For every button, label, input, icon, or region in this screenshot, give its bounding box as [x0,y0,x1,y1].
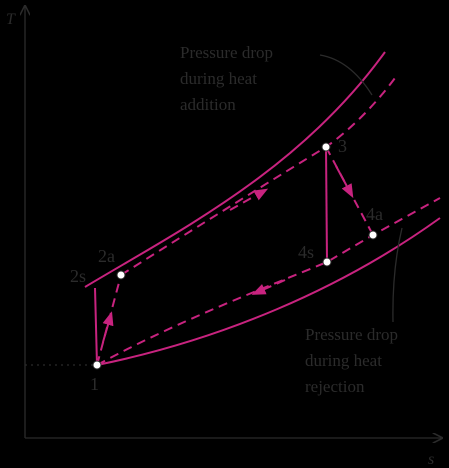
annotation-line: Pressure drop [180,43,273,62]
annotation-line: rejection [305,377,365,396]
y-axis-label: T [6,11,16,28]
state-label: 3 [338,136,347,156]
annotation-line: during heat [180,69,257,88]
annotation-line: during heat [305,351,382,370]
upper-isobar [84,51,386,288]
lower-isobar-dashed [96,197,441,366]
state-label: 2s [70,266,86,286]
state-label: 4a [366,204,383,224]
flow-arrow [102,311,114,343]
state-label: 2a [98,246,115,266]
flow-arrow [251,279,286,295]
x-axis-label: s [428,451,434,468]
state-point [321,142,331,152]
upper-isobar-dashed [120,77,396,276]
leader-line [319,54,373,96]
state-point [322,257,332,267]
state-label: 1 [90,374,99,394]
process-1-2s [94,287,98,366]
flow-arrow [335,165,354,199]
state-point [92,360,102,370]
flow-arrow [229,188,269,211]
state-point [116,270,126,280]
annotation-line: Pressure drop [305,325,398,344]
state-label: 4s [298,242,314,262]
annotation-line: addition [180,95,236,114]
leader-line [392,227,403,323]
state-point [368,230,378,240]
process-3-4s [325,146,328,263]
